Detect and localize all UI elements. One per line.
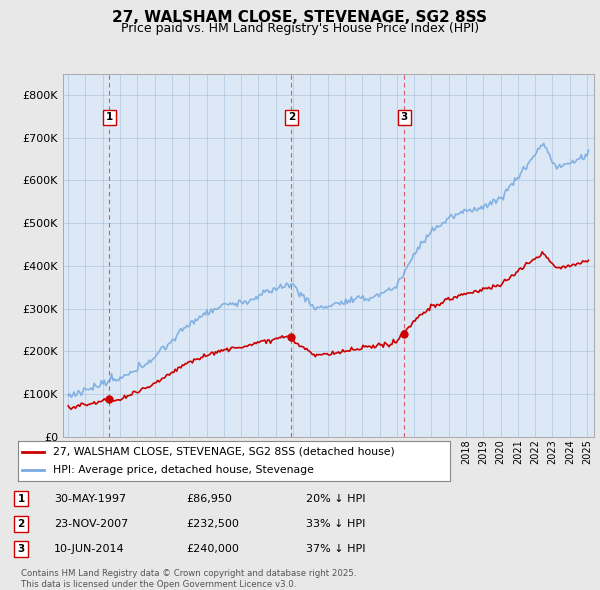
Text: £86,950: £86,950: [186, 494, 232, 503]
Text: 30-MAY-1997: 30-MAY-1997: [54, 494, 126, 503]
Text: This data is licensed under the Open Government Licence v3.0.: This data is licensed under the Open Gov…: [21, 579, 296, 589]
Text: 27, WALSHAM CLOSE, STEVENAGE, SG2 8SS (detached house): 27, WALSHAM CLOSE, STEVENAGE, SG2 8SS (d…: [53, 447, 394, 457]
Text: 3: 3: [401, 112, 408, 122]
Text: 27, WALSHAM CLOSE, STEVENAGE, SG2 8SS: 27, WALSHAM CLOSE, STEVENAGE, SG2 8SS: [113, 10, 487, 25]
Text: 33% ↓ HPI: 33% ↓ HPI: [306, 519, 365, 529]
Text: £240,000: £240,000: [186, 545, 239, 554]
Text: 10-JUN-2014: 10-JUN-2014: [54, 545, 125, 554]
Text: 3: 3: [17, 545, 25, 554]
Text: 1: 1: [17, 494, 25, 503]
Text: 37% ↓ HPI: 37% ↓ HPI: [306, 545, 365, 554]
Text: Price paid vs. HM Land Registry's House Price Index (HPI): Price paid vs. HM Land Registry's House …: [121, 22, 479, 35]
Text: £232,500: £232,500: [186, 519, 239, 529]
Text: 20% ↓ HPI: 20% ↓ HPI: [306, 494, 365, 503]
Text: Contains HM Land Registry data © Crown copyright and database right 2025.: Contains HM Land Registry data © Crown c…: [21, 569, 356, 578]
Text: 2: 2: [17, 519, 25, 529]
Text: 2: 2: [287, 112, 295, 122]
Text: HPI: Average price, detached house, Stevenage: HPI: Average price, detached house, Stev…: [53, 465, 313, 475]
Text: 23-NOV-2007: 23-NOV-2007: [54, 519, 128, 529]
Text: 1: 1: [106, 112, 113, 122]
